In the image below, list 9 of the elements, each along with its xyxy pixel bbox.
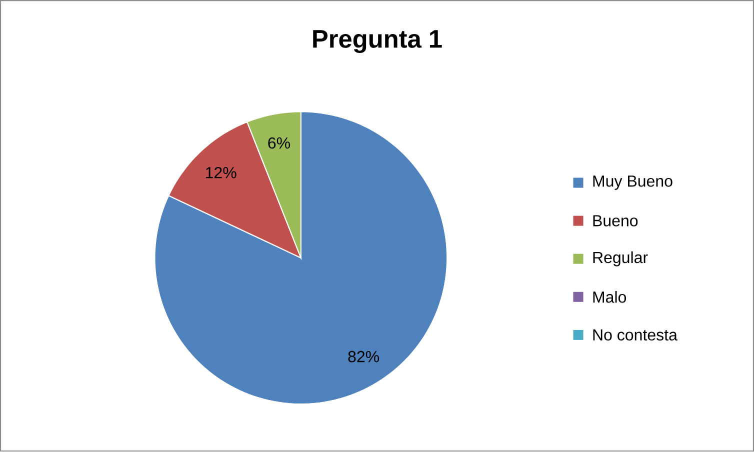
legend-label: No contesta	[593, 330, 678, 341]
legend-label: Bueno	[593, 215, 638, 227]
chart-title: Pregunta 1	[313, 30, 442, 54]
legend-label: Malo	[593, 291, 626, 303]
legend-label: Muy Bueno	[593, 176, 672, 190]
data-label: 82%	[348, 351, 380, 362]
data-label: 6%	[268, 138, 290, 149]
legend-label: Regular	[593, 252, 648, 267]
data-label: 12%	[206, 167, 236, 178]
